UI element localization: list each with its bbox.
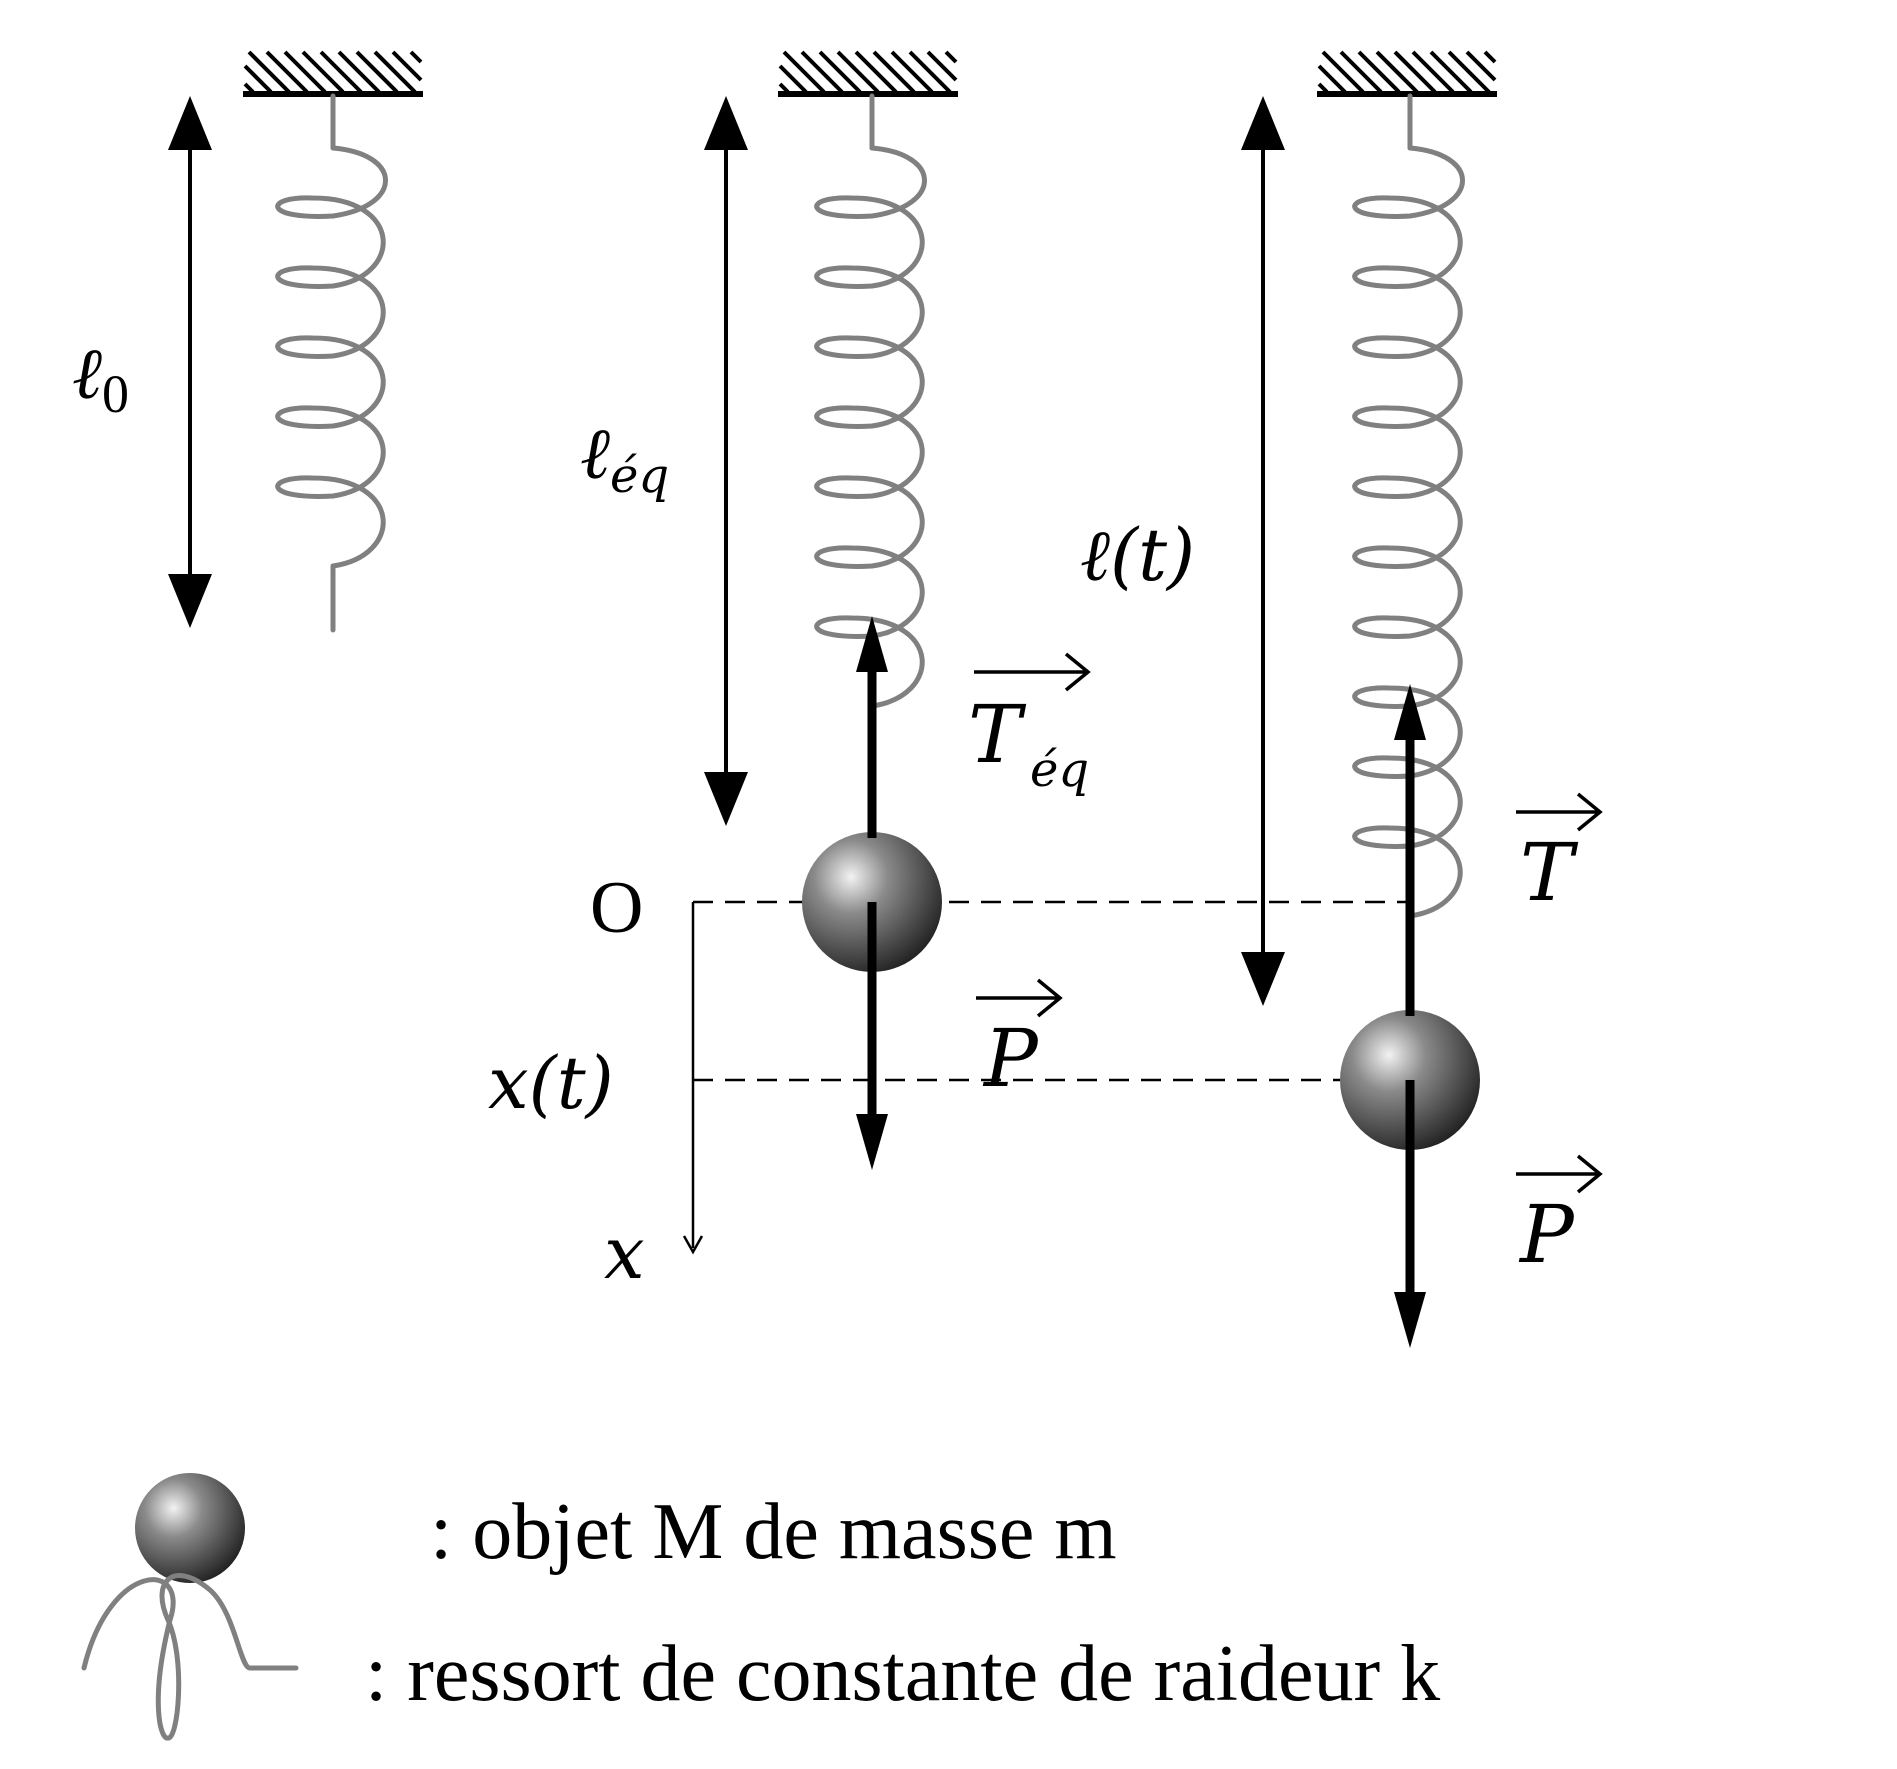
- hatch-mark: [1393, 50, 1437, 94]
- legend-mass-icon: [135, 1473, 245, 1583]
- force-T-eq-arrow: [856, 616, 888, 838]
- spring-equilibrium-group: ℓéq: [580, 50, 958, 826]
- legend-mass-label: : objet M de masse m: [430, 1488, 1117, 1576]
- hatch-mark: [1429, 50, 1473, 94]
- hatch-mark: [409, 50, 423, 64]
- legend-spring-label: : ressort de constante de raideur k: [365, 1630, 1440, 1718]
- hatch-mark: [926, 50, 958, 82]
- hatch-mark: [1375, 50, 1419, 94]
- hatch-mark: [908, 50, 952, 94]
- hatch-mark: [1411, 50, 1455, 94]
- hatch-mark: [391, 50, 423, 82]
- ceiling-support-1: [243, 50, 423, 97]
- hatch-mark: [355, 50, 399, 94]
- hatch-mark: [373, 50, 417, 94]
- legend: : objet M de masse m : ressort de consta…: [81, 1473, 1440, 1741]
- spring-rest: [275, 93, 388, 633]
- ceiling-support-2: [778, 50, 958, 97]
- ceiling-support-3: [1317, 50, 1497, 97]
- hatch-mark: [243, 64, 273, 94]
- svg-text:T: T: [1520, 826, 1579, 919]
- spring-displaced: [1352, 93, 1465, 965]
- hatch-mark: [1317, 64, 1347, 94]
- hatch-mark: [778, 64, 808, 94]
- label-xt: x(t): [488, 1041, 614, 1125]
- label-lt: ℓ(t): [1080, 513, 1195, 597]
- hatch-mark: [800, 50, 844, 94]
- svg-text:P: P: [1518, 1188, 1575, 1281]
- hatch-mark: [1483, 50, 1497, 64]
- length-l0-arrow: [168, 96, 212, 628]
- label-origin: O: [590, 867, 643, 949]
- hatch-mark: [337, 50, 381, 94]
- label-P-1: P: [976, 978, 1063, 1105]
- hatch-mark: [265, 50, 309, 94]
- force-P-arrow-1: [856, 902, 888, 1170]
- hatch-mark: [1317, 82, 1329, 94]
- label-P-2: P: [1516, 1154, 1603, 1281]
- spring-displaced-group: ℓ(t): [1080, 50, 1497, 1006]
- force-P-arrow-2: [1394, 1080, 1426, 1348]
- hatch-mark: [854, 50, 898, 94]
- hatch-mark: [778, 82, 790, 94]
- x-axis: O x(t) x: [488, 867, 1410, 1295]
- hatch-mark: [818, 50, 862, 94]
- mass-equilibrium-group: T éq P: [802, 616, 1091, 1170]
- hatch-mark: [1465, 50, 1497, 82]
- hatch-mark: [782, 50, 826, 94]
- hatch-mark: [1339, 50, 1383, 94]
- hatch-mark: [243, 82, 255, 94]
- svg-text:P: P: [982, 1012, 1039, 1105]
- hatch-mark: [872, 50, 916, 94]
- hatch-mark: [283, 50, 327, 94]
- length-leq-arrow: [704, 96, 748, 826]
- label-leq: ℓéq: [580, 411, 669, 504]
- label-T-eq: T éq: [968, 652, 1091, 798]
- svg-text:éq: éq: [1030, 742, 1089, 798]
- hatch-mark: [1447, 50, 1491, 94]
- mass-displaced-group: T P: [1340, 684, 1603, 1348]
- hatch-mark: [247, 50, 291, 94]
- hatch-mark: [301, 50, 345, 94]
- force-T-arrow: [1394, 684, 1426, 1016]
- legend-spring-icon: [81, 1573, 299, 1741]
- hatch-mark: [890, 50, 934, 94]
- hatch-mark: [944, 50, 958, 64]
- hatch-mark: [1321, 50, 1365, 94]
- label-l0: ℓ0: [72, 331, 129, 424]
- length-lt-arrow: [1241, 96, 1285, 1006]
- label-x-axis: x: [604, 1211, 645, 1295]
- svg-text:T: T: [968, 688, 1027, 781]
- hatch-mark: [319, 50, 363, 94]
- label-T: T: [1516, 792, 1603, 919]
- spring-rest-group: ℓ0: [72, 50, 423, 633]
- spring-equilibrium: [814, 93, 927, 729]
- hatch-mark: [836, 50, 880, 94]
- hatch-mark: [1357, 50, 1401, 94]
